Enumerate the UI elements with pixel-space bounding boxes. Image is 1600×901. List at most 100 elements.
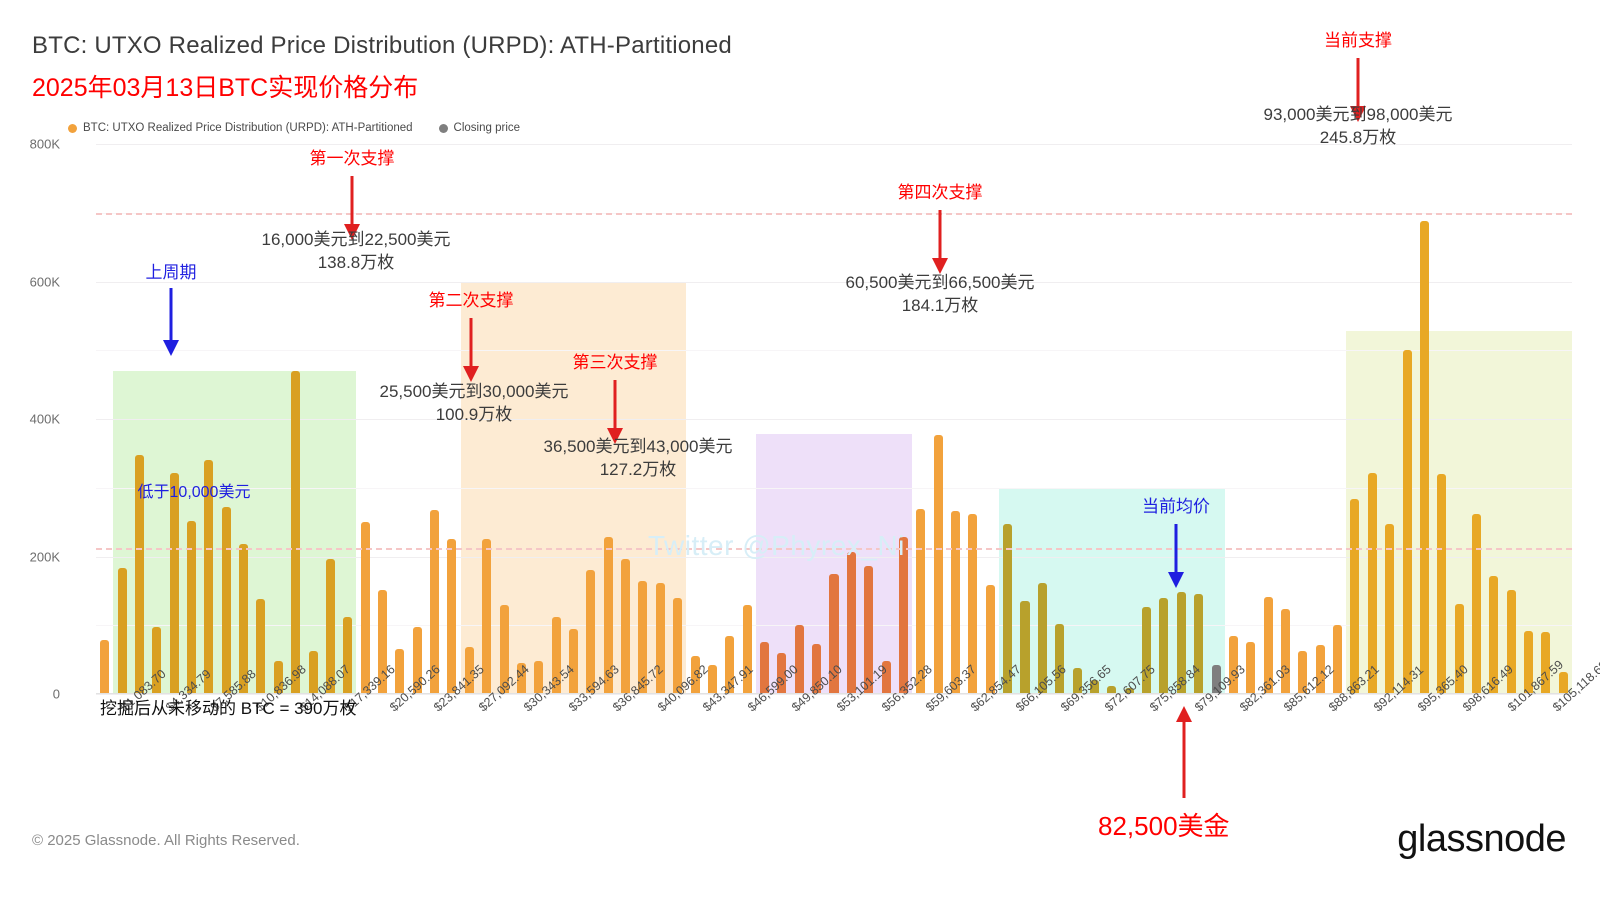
bar[interactable] [273,661,283,694]
bar[interactable] [534,661,544,694]
glassnode-logo: glassnode [1397,818,1566,860]
bar[interactable] [1020,600,1030,694]
bar[interactable] [325,559,335,694]
annotation-support-4: 第四次支撑 [897,183,983,202]
gridline-minor [96,487,1572,489]
bar[interactable] [829,573,839,694]
bar[interactable] [586,569,596,694]
bar[interactable] [1107,685,1117,694]
bar[interactable] [378,589,388,694]
bar[interactable] [707,665,717,694]
bar[interactable] [1176,591,1186,694]
legend-dot-closing-price [438,123,448,133]
bar[interactable] [1541,632,1551,694]
bar[interactable] [1333,624,1343,694]
y-axis-tick-label: 800K [29,136,60,152]
arrow-support-4 [932,210,948,276]
bar[interactable] [638,581,648,694]
bar[interactable] [1419,221,1429,694]
bar[interactable] [1367,472,1377,694]
bar[interactable] [430,509,440,694]
bar[interactable] [169,472,179,694]
bar[interactable] [1246,641,1256,694]
bar[interactable] [186,520,196,694]
bar[interactable] [464,646,474,694]
arrow-support-2 [463,318,479,384]
chart-plot-area: 0 200K 400K 600K 800K [30,137,1572,702]
bar[interactable] [1437,474,1447,694]
bar[interactable] [603,537,613,694]
bar[interactable] [621,559,631,694]
annotation-support-3-detail: 36,500美元到43,000美元 127.2万枚 [512,436,764,482]
bar[interactable] [951,511,961,694]
bar[interactable] [777,652,787,694]
bar[interactable] [1142,607,1152,694]
bar[interactable] [1385,523,1395,694]
bar[interactable] [690,656,700,694]
bar[interactable] [1037,583,1047,694]
chart-legend: BTC: UTXO Realized Price Distribution (U… [68,122,520,134]
legend-dot-urpd [68,123,77,133]
bar[interactable] [412,626,422,694]
bar[interactable] [1072,667,1082,694]
bar[interactable] [846,552,856,694]
bar[interactable] [1558,672,1568,694]
bar[interactable] [291,370,301,694]
bar[interactable] [1194,594,1204,694]
bar[interactable] [1298,651,1308,694]
bar[interactable] [499,604,509,694]
bar[interactable] [1489,576,1499,694]
bar[interactable] [1124,687,1134,694]
legend-item-urpd[interactable]: BTC: UTXO Realized Price Distribution (U… [68,122,413,134]
bar[interactable] [1263,597,1273,694]
bar[interactable] [968,513,978,694]
bar[interactable] [551,617,561,694]
bar[interactable] [916,509,926,694]
bar[interactable] [482,538,492,694]
bar[interactable] [1315,645,1325,694]
bar[interactable] [1228,635,1238,694]
bar[interactable] [134,454,144,694]
bar[interactable] [395,649,405,694]
bar[interactable] [898,536,908,694]
bar[interactable] [864,566,874,694]
bar[interactable] [794,624,804,694]
bar[interactable] [933,434,943,694]
bar[interactable] [239,544,249,694]
bar[interactable] [881,661,891,694]
bar[interactable] [204,460,214,694]
bar[interactable] [655,582,665,694]
bar[interactable] [100,640,110,694]
bar[interactable] [360,522,370,694]
bar[interactable] [447,538,457,694]
gridline [96,556,1572,558]
bar[interactable] [1003,523,1013,694]
annotation-support-3: 第三次支撑 [572,353,658,372]
bar-closing-price[interactable] [1211,665,1221,694]
bar[interactable] [742,605,752,694]
bar[interactable] [1524,631,1534,694]
bar[interactable] [1159,598,1169,694]
bar[interactable] [516,663,526,694]
bar[interactable] [1454,603,1464,694]
legend-item-closing-price[interactable]: Closing price [438,122,520,134]
bar[interactable] [1471,513,1481,694]
bar[interactable] [569,628,579,694]
bar[interactable] [1402,350,1412,694]
bar[interactable] [1506,589,1516,694]
bar[interactable] [725,635,735,694]
bar[interactable] [256,599,266,694]
bar[interactable] [1280,608,1290,694]
bar[interactable] [1055,623,1065,694]
bar[interactable] [812,643,822,694]
bar[interactable] [760,641,770,694]
bar[interactable] [117,568,127,694]
bar[interactable] [1089,680,1099,694]
bar[interactable] [1350,499,1360,694]
bar[interactable] [221,507,231,694]
bar[interactable] [308,651,318,694]
bar[interactable] [152,626,162,694]
bar[interactable] [985,584,995,694]
bar[interactable] [343,617,353,694]
bar[interactable] [673,597,683,694]
